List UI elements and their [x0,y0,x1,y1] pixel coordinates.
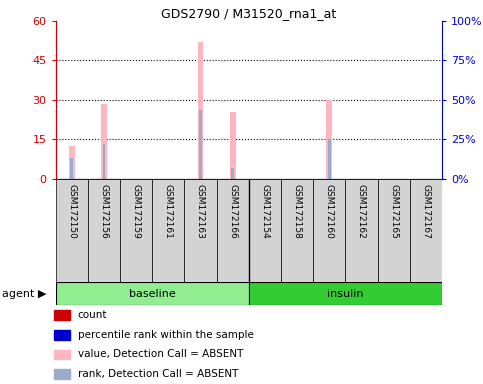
Bar [54,310,70,320]
Bar [152,179,185,282]
Text: baseline: baseline [129,289,175,299]
Text: GSM172159: GSM172159 [131,184,141,238]
Text: GSM172160: GSM172160 [325,184,334,238]
Text: GSM172154: GSM172154 [260,184,270,238]
Bar [120,179,152,282]
Text: GSM172158: GSM172158 [293,184,301,238]
Text: value, Detection Call = ABSENT: value, Detection Call = ABSENT [78,349,243,359]
Bar [281,179,313,282]
Bar [249,179,281,282]
Bar [327,100,332,179]
Text: rank, Detection Call = ABSENT: rank, Detection Call = ABSENT [78,369,238,379]
Bar [71,157,73,179]
Text: GSM172163: GSM172163 [196,184,205,238]
Text: GSM172156: GSM172156 [99,184,108,238]
Bar [249,282,442,305]
Bar [410,179,442,282]
Text: GSM172167: GSM172167 [421,184,430,238]
Bar [378,179,410,282]
Bar [199,110,202,179]
Bar [56,282,249,305]
Text: insulin: insulin [327,289,364,299]
Title: GDS2790 / M31520_rna1_at: GDS2790 / M31520_rna1_at [161,7,336,20]
Text: agent ▶: agent ▶ [2,289,47,299]
Bar [216,179,249,282]
Bar [88,179,120,282]
Text: count: count [78,310,107,320]
Bar [56,179,88,282]
Bar [198,42,203,179]
Text: GSM172161: GSM172161 [164,184,173,238]
Bar [102,144,105,179]
Text: GSM172166: GSM172166 [228,184,237,238]
Bar [345,179,378,282]
Text: GSM172162: GSM172162 [357,184,366,238]
Bar [313,179,345,282]
Bar [54,350,70,359]
Bar [101,104,107,179]
Bar [185,179,216,282]
Bar [54,330,70,339]
Text: GSM172165: GSM172165 [389,184,398,238]
Text: percentile rank within the sample: percentile rank within the sample [78,330,254,340]
Bar [231,168,234,179]
Bar [69,146,74,179]
Bar [328,139,330,179]
Bar [230,112,236,179]
Text: GSM172150: GSM172150 [67,184,76,238]
Bar [54,369,70,379]
